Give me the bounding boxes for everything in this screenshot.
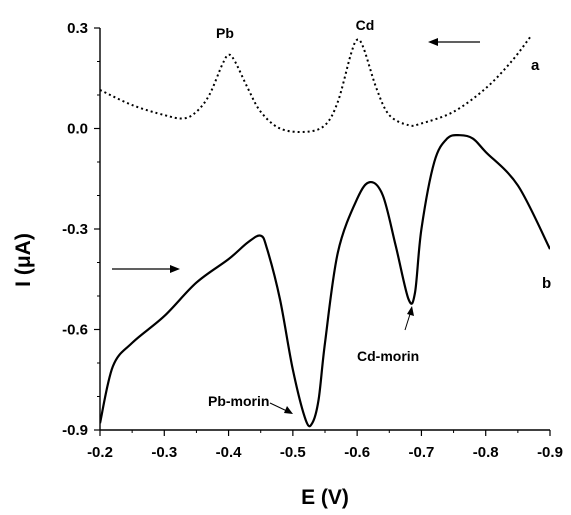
scan-direction-arrow-a: [428, 38, 480, 46]
pb-morin-pointer-arrow: [269, 402, 293, 414]
x-tick-label: -0.5: [280, 444, 306, 461]
series-a-line: [100, 35, 532, 134]
y-tick-label: -0.3: [62, 221, 88, 238]
curve-a-label: a: [531, 57, 540, 74]
x-axis-title: E (V): [301, 486, 349, 509]
cd-morin-pointer-arrow: [404, 306, 414, 331]
x-tick-label: -0.4: [216, 444, 243, 461]
series-b-line: [100, 133, 550, 428]
axis-ticks: -0.2 -0.3 -0.4 -0.5 -0.6 -0.7 -0.8 -0.9 0.3 0.0 -0…: [62, 20, 563, 461]
x-tick-label: -0.9: [537, 444, 563, 461]
pb-morin-label: Pb-morin: [208, 393, 269, 409]
cd-morin-label: Cd-morin: [357, 348, 419, 364]
series-group: [100, 35, 550, 428]
x-tick-label: -0.6: [344, 444, 370, 461]
pb-peak-label: Pb: [216, 25, 234, 41]
curve-b-label: b: [542, 275, 551, 292]
x-tick-label: -0.8: [473, 444, 499, 461]
cd-peak-label: Cd: [356, 17, 375, 33]
y-tick-label: -0.6: [62, 322, 88, 339]
x-tick-label: -0.3: [151, 444, 177, 461]
y-axis-title: I (μA): [12, 233, 35, 287]
plot-axes: [99, 28, 550, 431]
y-tick-label: 0.0: [67, 121, 88, 138]
y-tick-label: 0.3: [67, 20, 88, 37]
x-tick-label: -0.2: [87, 444, 113, 461]
y-tick-label: -0.9: [62, 422, 88, 439]
scan-direction-arrow-b: [112, 265, 180, 273]
x-tick-label: -0.7: [408, 444, 434, 461]
